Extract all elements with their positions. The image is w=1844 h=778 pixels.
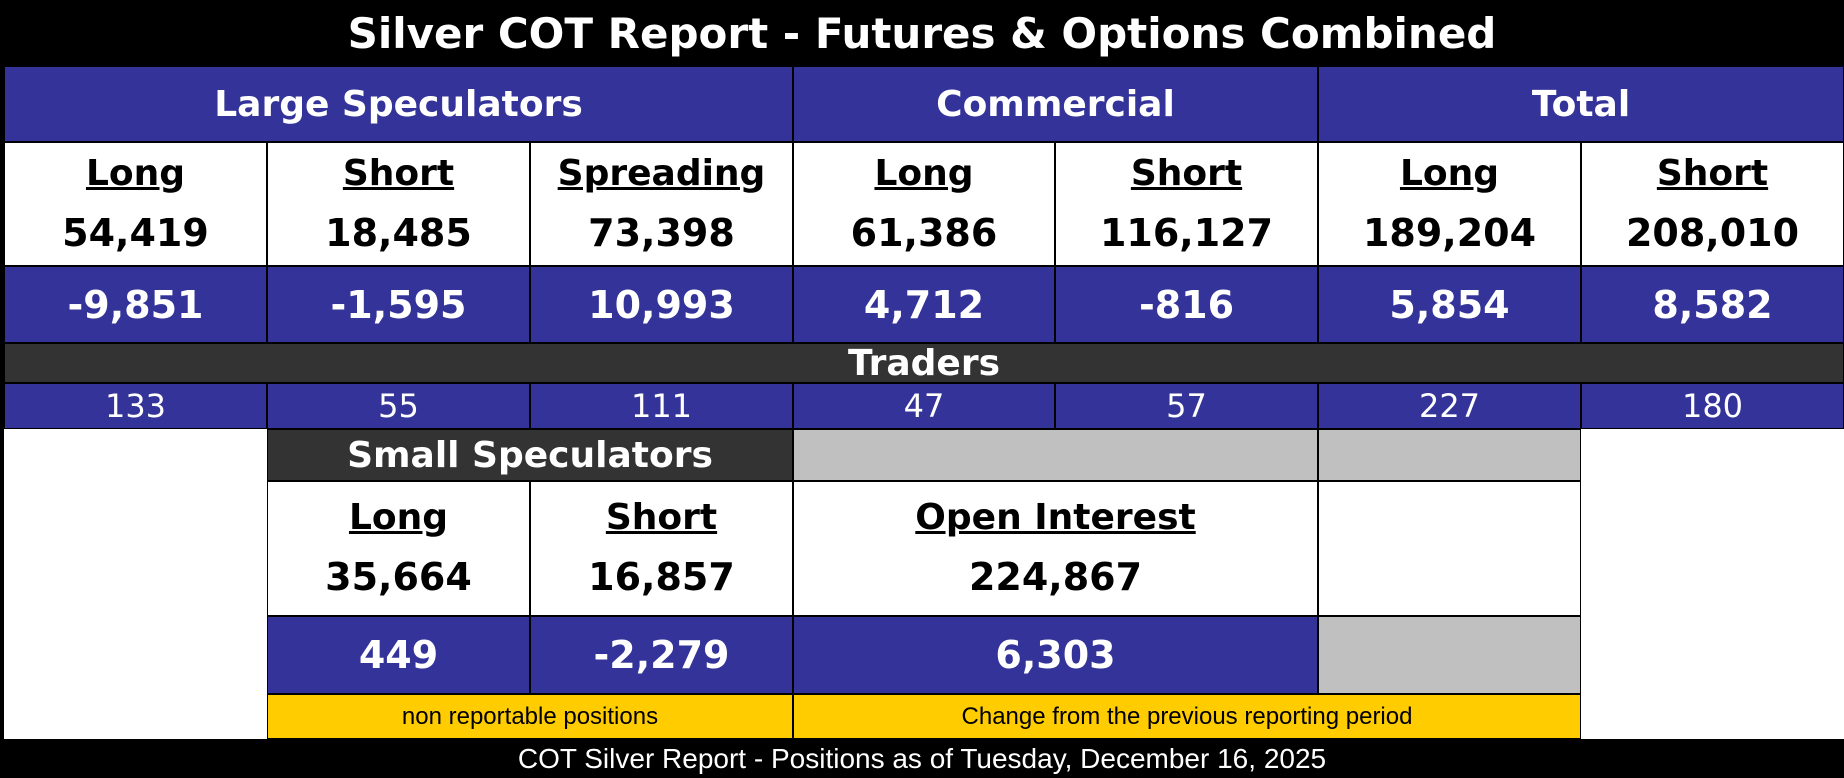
change-value: -1,595 [330, 282, 467, 327]
footer-bar: COT Silver Report - Positions as of Tues… [0, 739, 1844, 778]
traders-header: Traders [4, 342, 1844, 384]
position-value: 61,386 [850, 210, 998, 255]
position-value: 16,857 [588, 555, 735, 600]
change-value: 5,854 [1389, 282, 1510, 327]
position-value: 189,204 [1362, 210, 1537, 255]
title-bar: Silver COT Report - Futures & Options Co… [0, 0, 1844, 66]
position-value: 116,127 [1099, 210, 1274, 255]
traders-count: 57 [1166, 387, 1207, 425]
group-header: Total [1318, 66, 1844, 142]
column-label: Short [1656, 152, 1769, 194]
position-cell: Short 208,010 [1581, 142, 1844, 266]
group-title: Large Speculators [214, 83, 583, 125]
change-cell: 5,854 [1318, 266, 1581, 343]
blank-cell [1318, 481, 1581, 616]
footer-text: COT Silver Report - Positions as of Tues… [517, 742, 1327, 774]
traders-cell: 47 [793, 383, 1055, 429]
traders-cell: 133 [4, 383, 267, 429]
column-label: Short [1130, 152, 1243, 194]
blank-cell [1318, 616, 1581, 694]
change-value: -2,279 [593, 633, 730, 677]
group-title: Total [1531, 83, 1631, 125]
note-cell: Change from the previous reporting perio… [793, 694, 1581, 739]
position-value: 208,010 [1625, 210, 1800, 255]
change-value: 6,303 [995, 633, 1116, 677]
change-value: 449 [358, 633, 439, 677]
traders-count: 180 [1681, 387, 1744, 425]
change-cell: 4,712 [793, 266, 1055, 343]
traders-count: 55 [378, 387, 419, 425]
group-header: Commercial [793, 66, 1318, 142]
position-cell: Spreading 73,398 [530, 142, 793, 266]
note-text: Change from the previous reporting perio… [961, 702, 1413, 730]
column-label: Long [1399, 152, 1500, 194]
traders-count: 227 [1418, 387, 1481, 425]
change-cell: -816 [1055, 266, 1318, 343]
traders-cell: 180 [1581, 383, 1844, 429]
position-value: 73,398 [588, 210, 735, 255]
change-value: -9,851 [67, 282, 204, 327]
position-cell: Short 116,127 [1055, 142, 1318, 266]
change-value: 8,582 [1652, 282, 1773, 327]
position-cell: Long 35,664 [267, 481, 530, 616]
traders-count: 133 [104, 387, 167, 425]
position-value: 54,419 [62, 210, 209, 255]
blank-cell [793, 429, 1318, 481]
position-cell: Short 18,485 [267, 142, 530, 266]
column-label: Open Interest [915, 497, 1196, 539]
report-title: Silver COT Report - Futures & Options Co… [347, 8, 1497, 58]
note-text: non reportable positions [401, 702, 659, 730]
change-cell: -2,279 [530, 616, 793, 694]
group-header: Large Speculators [4, 66, 793, 142]
column-label: Long [348, 497, 449, 539]
column-label: Spreading [557, 152, 766, 194]
change-value: 10,993 [588, 282, 735, 327]
note-cell: non reportable positions [267, 694, 793, 739]
column-label: Short [342, 152, 455, 194]
traders-cell: 55 [267, 383, 530, 429]
open-interest-value: 224,867 [968, 555, 1143, 600]
change-value: 4,712 [863, 282, 985, 327]
small-spec-header: Small Speculators [267, 429, 793, 481]
change-cell: -9,851 [4, 266, 267, 343]
traders-cell: 227 [1318, 383, 1581, 429]
blank-cell [1318, 429, 1581, 481]
group-title: Commercial [936, 83, 1175, 125]
traders-cell: 111 [530, 383, 793, 429]
position-value: 18,485 [325, 210, 472, 255]
column-label: Short [605, 497, 718, 539]
position-value: 35,664 [325, 555, 472, 600]
open-interest-cell: Open Interest 224,867 [793, 481, 1318, 616]
position-cell: Long 189,204 [1318, 142, 1581, 266]
column-label: Long [874, 152, 974, 194]
change-cell: -1,595 [267, 266, 530, 343]
change-value: -816 [1138, 282, 1235, 327]
column-label: Long [85, 152, 186, 194]
change-cell: 6,303 [793, 616, 1318, 694]
traders-title: Traders [847, 342, 1000, 384]
change-cell: 449 [267, 616, 530, 694]
position-cell: Short 16,857 [530, 481, 793, 616]
position-cell: Long 61,386 [793, 142, 1055, 266]
traders-count: 47 [903, 387, 945, 425]
change-cell: 10,993 [530, 266, 793, 343]
traders-count: 111 [630, 387, 693, 425]
position-cell: Long 54,419 [4, 142, 267, 266]
traders-cell: 57 [1055, 383, 1318, 429]
small-spec-title: Small Speculators [347, 434, 713, 476]
change-cell: 8,582 [1581, 266, 1844, 343]
